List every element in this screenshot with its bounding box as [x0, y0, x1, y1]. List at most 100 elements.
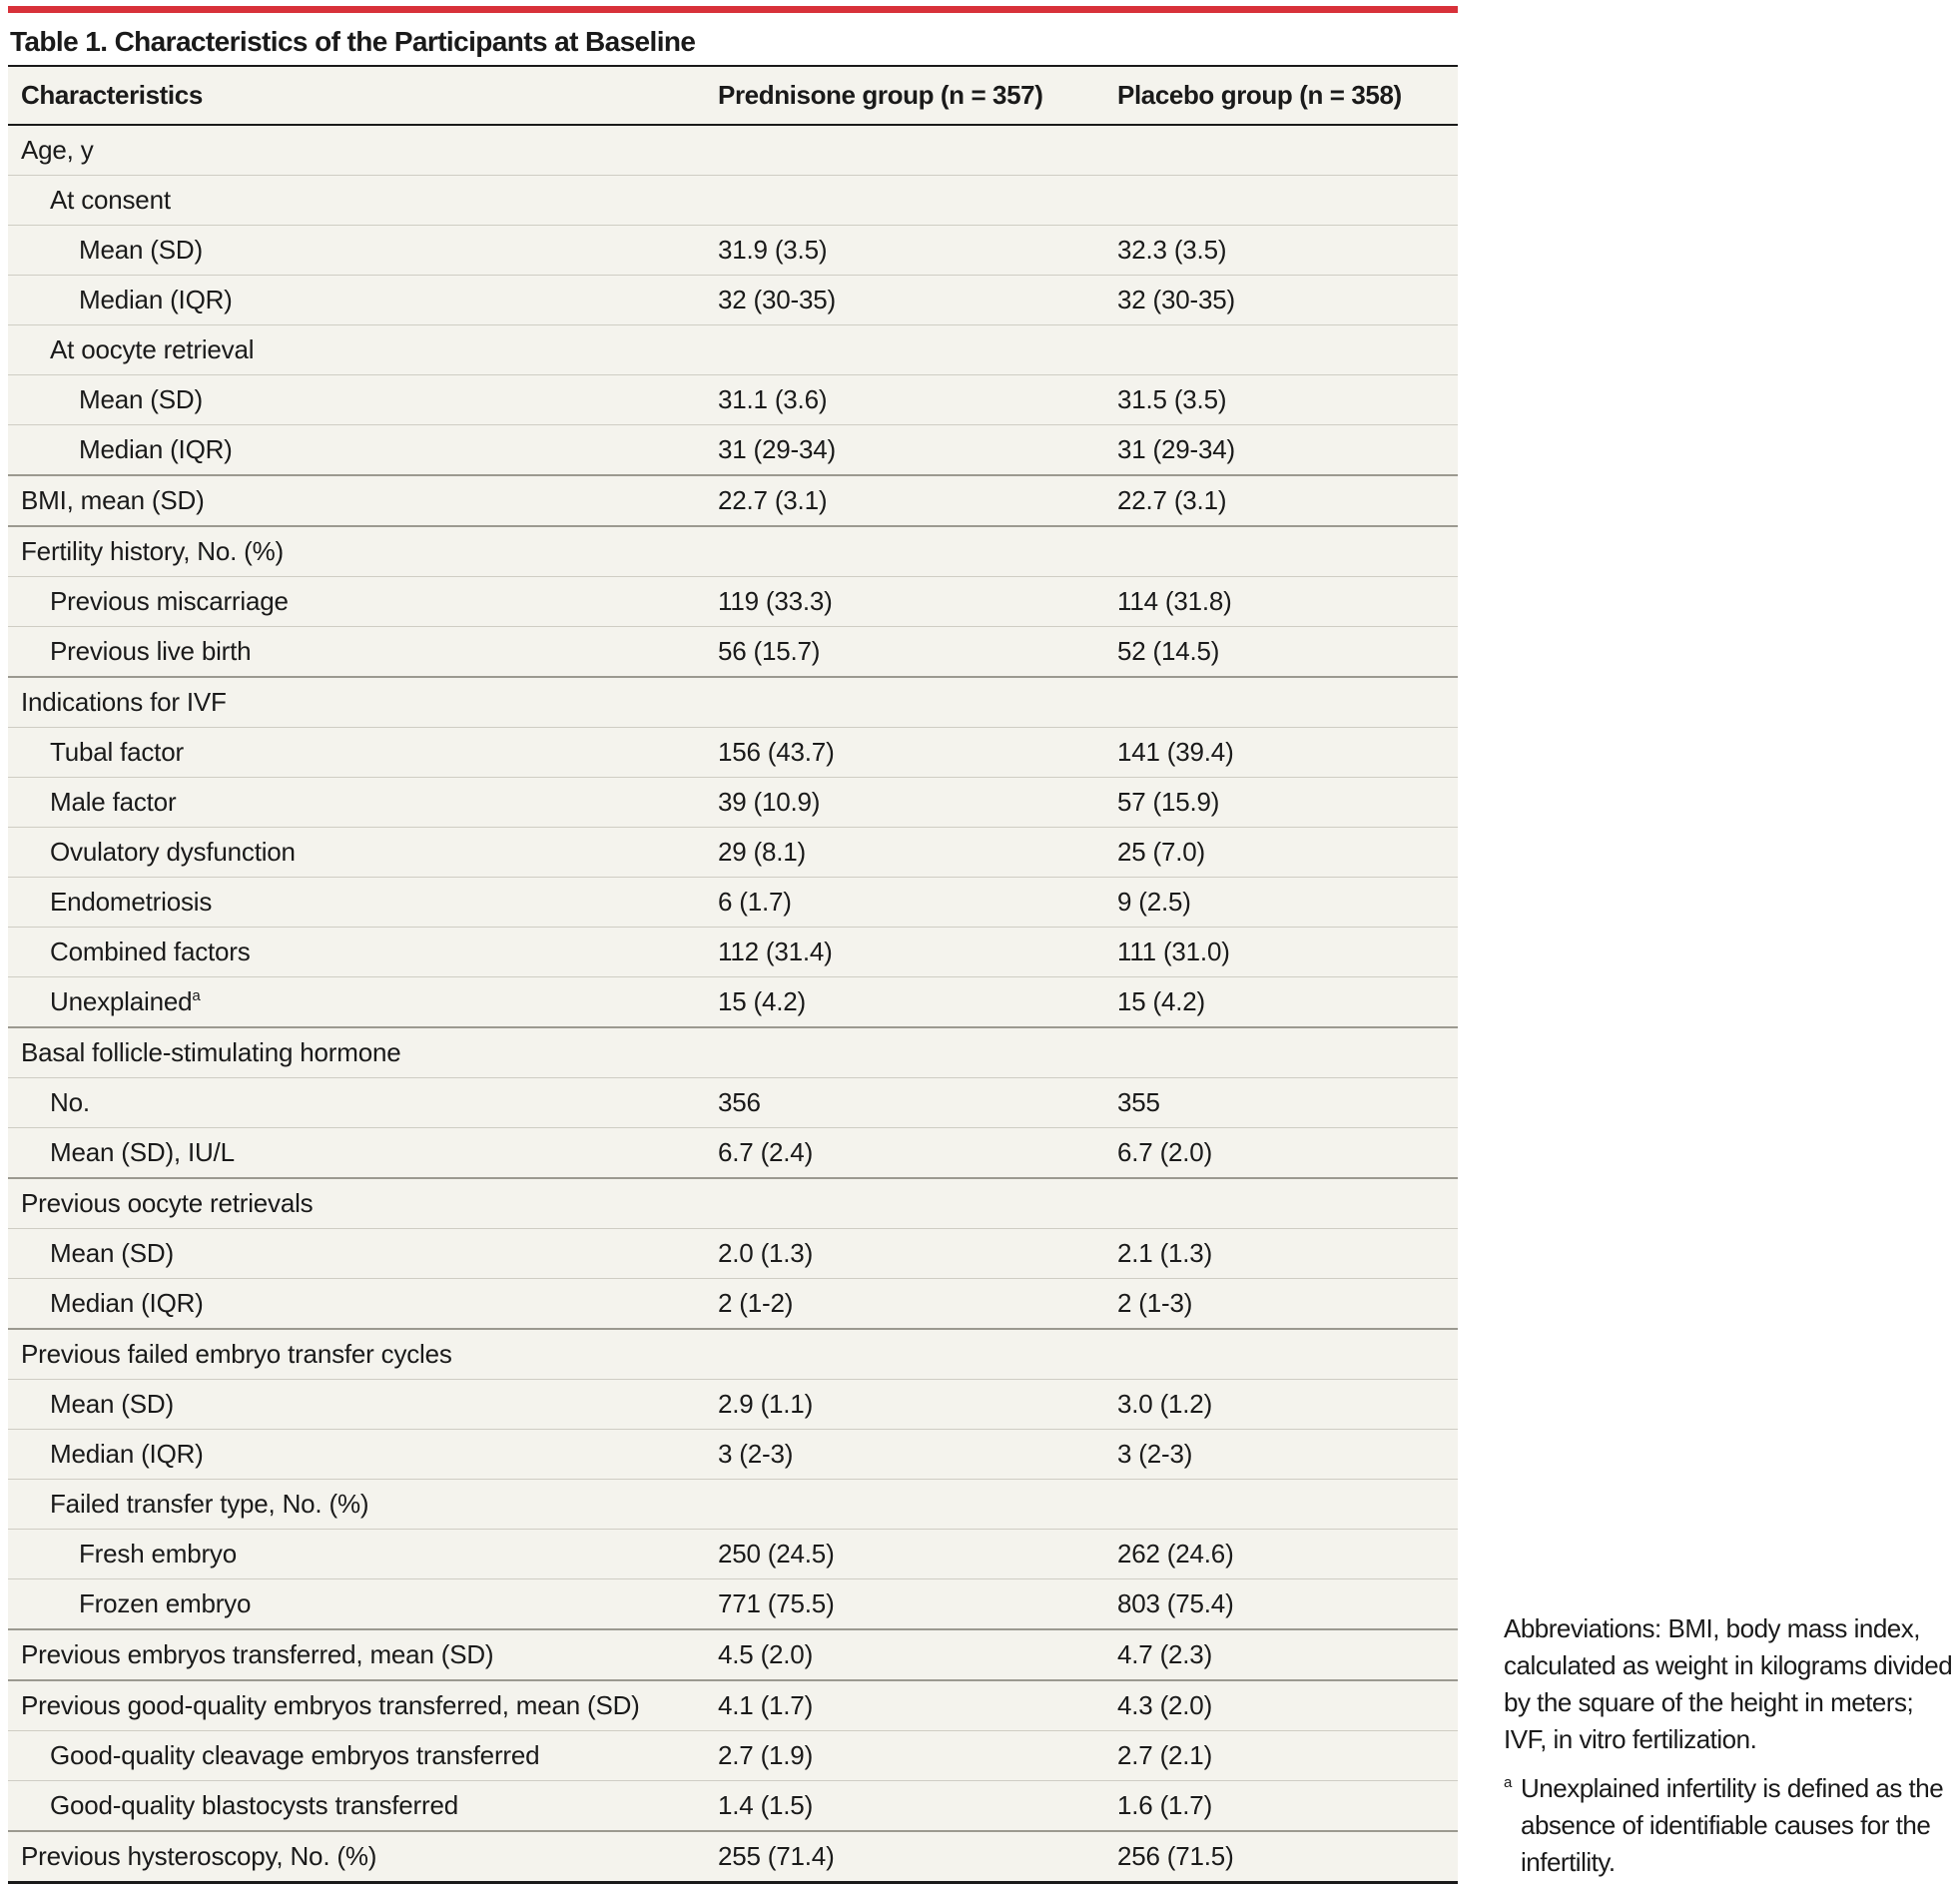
placebo-value: 3 (2-3)	[1117, 1439, 1193, 1469]
prednisone-value: 2 (1-2)	[718, 1288, 794, 1318]
table-row: Previous embryos transferred, mean (SD) 4…	[8, 1628, 1458, 1679]
footnote-text: Unexplained infertility is defined as th…	[1521, 1773, 1944, 1877]
placebo-value: 6.7 (2.0)	[1117, 1137, 1213, 1167]
table-title: Table 1. Characteristics of the Particip…	[8, 13, 1458, 67]
row-label: Indications for IVF	[21, 687, 227, 717]
placebo-value: 256 (71.5)	[1117, 1841, 1234, 1871]
footnote-marker: a	[192, 987, 201, 1004]
prednisone-value: 771 (75.5)	[718, 1588, 835, 1618]
placebo-value: 3.0 (1.2)	[1117, 1389, 1213, 1419]
table-row: Fresh embryo 250 (24.5) 262 (24.6)	[8, 1529, 1458, 1578]
row-label: Mean (SD)	[79, 384, 203, 414]
row-label: Previous live birth	[50, 636, 252, 666]
abbreviations-note: Abbreviations: BMI, body mass index, cal…	[1504, 1613, 1953, 1754]
prednisone-value: 250 (24.5)	[718, 1539, 835, 1569]
table-row: Mean (SD) 31.9 (3.5) 32.3 (3.5)	[8, 225, 1458, 275]
prednisone-value: 6 (1.7)	[718, 887, 792, 917]
prednisone-value: 4.1 (1.7)	[718, 1690, 814, 1720]
table-row: Combined factors 112 (31.4) 111 (31.0)	[8, 927, 1458, 976]
table-row: Endometriosis 6 (1.7) 9 (2.5)	[8, 877, 1458, 927]
row-label: Previous failed embryo transfer cycles	[21, 1339, 452, 1369]
table-row: Unexplaineda 15 (4.2) 15 (4.2)	[8, 976, 1458, 1026]
table-row: Median (IQR) 3 (2-3) 3 (2-3)	[8, 1429, 1458, 1479]
table-row: Fertility history, No. (%)	[8, 525, 1458, 576]
placebo-value: 4.3 (2.0)	[1117, 1690, 1213, 1720]
row-label: Previous embryos transferred, mean (SD)	[21, 1639, 494, 1669]
table-row: No. 356 355	[8, 1077, 1458, 1127]
table-row: Median (IQR) 2 (1-2) 2 (1-3)	[8, 1278, 1458, 1328]
prednisone-value: 32 (30-35)	[718, 285, 836, 314]
placebo-value: 52 (14.5)	[1117, 636, 1220, 666]
row-label-with-footnote: Unexplaineda	[8, 986, 718, 1017]
prednisone-value: 119 (33.3)	[718, 586, 833, 616]
prednisone-value: 31 (29-34)	[718, 434, 836, 464]
table-row: Failed transfer type, No. (%)	[8, 1479, 1458, 1529]
prednisone-value: 31.9 (3.5)	[718, 235, 828, 265]
placebo-value: 32.3 (3.5)	[1117, 235, 1227, 265]
placebo-value: 32 (30-35)	[1117, 285, 1235, 314]
row-label: Ovulatory dysfunction	[50, 837, 296, 867]
row-label: Good-quality cleavage embryos transferre…	[50, 1740, 540, 1770]
table-row: Previous miscarriage 119 (33.3) 114 (31.8)	[8, 576, 1458, 626]
row-label: Fresh embryo	[79, 1539, 237, 1569]
prednisone-value: 356	[718, 1087, 761, 1117]
table-row: Tubal factor 156 (43.7) 141 (39.4)	[8, 727, 1458, 777]
header-prednisone: Prednisone group (n = 357)	[718, 80, 1043, 110]
table-row: Previous hysteroscopy, No. (%) 255 (71.4)…	[8, 1830, 1458, 1881]
prednisone-value: 39 (10.9)	[718, 787, 821, 817]
row-label: Basal follicle-stimulating hormone	[21, 1037, 401, 1067]
placebo-value: 141 (39.4)	[1117, 737, 1234, 767]
row-label: Frozen embryo	[79, 1588, 252, 1618]
table-row: Previous oocyte retrievals	[8, 1177, 1458, 1228]
row-label: Failed transfer type, No. (%)	[50, 1489, 369, 1519]
table-row: Frozen embryo 771 (75.5) 803 (75.4)	[8, 1578, 1458, 1628]
placebo-value: 31 (29-34)	[1117, 434, 1235, 464]
row-label: No.	[50, 1087, 90, 1117]
baseline-table: Table 1. Characteristics of the Particip…	[8, 6, 1458, 1884]
table-row: Median (IQR) 32 (30-35) 32 (30-35)	[8, 275, 1458, 324]
table-row: BMI, mean (SD) 22.7 (3.1) 22.7 (3.1)	[8, 474, 1458, 525]
prednisone-value: 255 (71.4)	[718, 1841, 835, 1871]
placebo-value: 2 (1-3)	[1117, 1288, 1193, 1318]
header-characteristics: Characteristics	[21, 80, 203, 110]
placebo-value: 22.7 (3.1)	[1117, 485, 1227, 515]
prednisone-value: 3 (2-3)	[718, 1439, 794, 1469]
placebo-value: 262 (24.6)	[1117, 1539, 1234, 1569]
row-label: Median (IQR)	[79, 285, 233, 314]
placebo-value: 15 (4.2)	[1117, 986, 1206, 1016]
placebo-value: 9 (2.5)	[1117, 887, 1191, 917]
placebo-value: 2.7 (2.1)	[1117, 1740, 1213, 1770]
row-label: Median (IQR)	[79, 434, 233, 464]
row-label: Male factor	[50, 787, 177, 817]
row-label: Median (IQR)	[50, 1288, 204, 1318]
table-row: Previous failed embryo transfer cycles	[8, 1328, 1458, 1379]
row-label: Age, y	[21, 135, 94, 165]
top-red-rule	[8, 6, 1458, 13]
table-row: Mean (SD) 2.0 (1.3) 2.1 (1.3)	[8, 1228, 1458, 1278]
prednisone-value: 56 (15.7)	[718, 636, 821, 666]
row-label: Mean (SD)	[50, 1389, 174, 1419]
prednisone-value: 29 (8.1)	[718, 837, 807, 867]
table-row: Good-quality cleavage embryos transferre…	[8, 1730, 1458, 1780]
placebo-value: 2.1 (1.3)	[1117, 1238, 1213, 1268]
table-row: Male factor 39 (10.9) 57 (15.9)	[8, 777, 1458, 827]
table-row: Mean (SD) 2.9 (1.1) 3.0 (1.2)	[8, 1379, 1458, 1429]
table-row: Previous good-quality embryos transferre…	[8, 1679, 1458, 1730]
placebo-value: 355	[1117, 1087, 1160, 1117]
row-label: Good-quality blastocysts transferred	[50, 1790, 458, 1820]
table-header: Characteristics Prednisone group (n = 35…	[8, 67, 1458, 126]
placebo-value: 4.7 (2.3)	[1117, 1639, 1213, 1669]
row-label: Previous hysteroscopy, No. (%)	[21, 1841, 377, 1871]
prednisone-value: 2.7 (1.9)	[718, 1740, 814, 1770]
row-label: Fertility history, No. (%)	[21, 536, 285, 566]
prednisone-value: 2.0 (1.3)	[718, 1238, 814, 1268]
table-row: Mean (SD), IU/L 6.7 (2.4) 6.7 (2.0)	[8, 1127, 1458, 1177]
table-row: Good-quality blastocysts transferred 1.4 …	[8, 1780, 1458, 1830]
table-notes: Abbreviations: BMI, body mass index, cal…	[1504, 1610, 1955, 1881]
placebo-value: 31.5 (3.5)	[1117, 384, 1227, 414]
prednisone-value: 22.7 (3.1)	[718, 485, 828, 515]
placebo-value: 25 (7.0)	[1117, 837, 1206, 867]
table-row: At consent	[8, 175, 1458, 225]
prednisone-value: 2.9 (1.1)	[718, 1389, 814, 1419]
table-row: Previous live birth 56 (15.7) 52 (14.5)	[8, 626, 1458, 676]
